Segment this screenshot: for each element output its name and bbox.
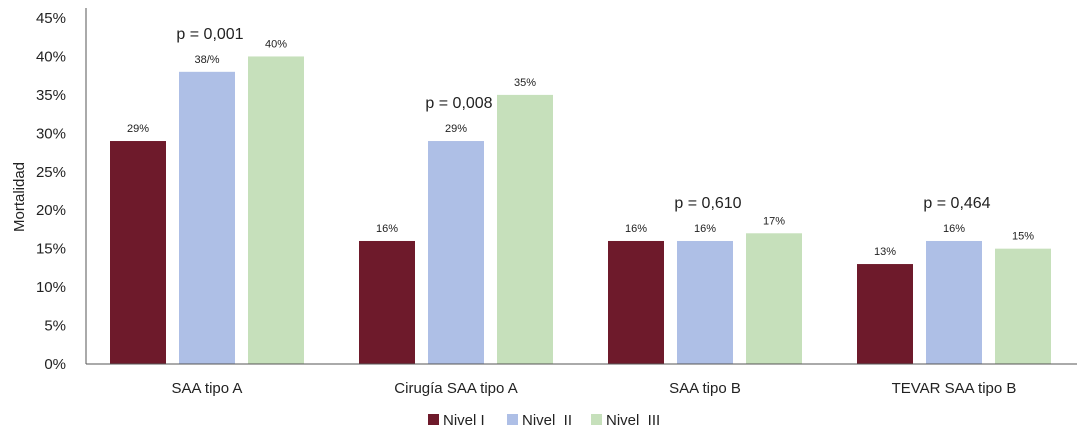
bar-2: [677, 240, 733, 364]
bar-3: [497, 94, 553, 364]
legend-label: Nivel II: [522, 412, 572, 429]
bar-2: [428, 141, 484, 364]
x-category-label: TEVAR SAA tipo B: [892, 380, 1017, 397]
data-label: 38/%: [194, 54, 219, 66]
y-tick-label: 5%: [44, 318, 66, 335]
y-tick-label: 35%: [36, 87, 66, 104]
p-value-label: p = 0,001: [176, 26, 243, 43]
bar-2: [926, 240, 982, 364]
x-category-label: SAA tipo B: [669, 380, 741, 397]
bars-group: 29% 38/% 40% p = 0,001 16% 29% 35% p = 0,008 16%…: [110, 26, 1051, 365]
legend-swatch: [428, 414, 439, 425]
p-value-label: p = 0,008: [425, 95, 492, 112]
bar-3: [746, 233, 802, 364]
y-tick-label: 0%: [44, 356, 66, 373]
legend: Nivel I Nivel II Nivel III: [428, 412, 660, 429]
legend-swatch: [591, 414, 602, 425]
y-tick-label: 20%: [36, 202, 66, 219]
data-label: 15%: [1012, 231, 1034, 243]
bar-3: [995, 248, 1051, 364]
x-axis: SAA tipo A Cirugía SAA tipo A SAA tipo B TE…: [86, 363, 1077, 397]
bar-1: [359, 240, 415, 364]
data-label: 40%: [265, 38, 287, 50]
y-tick-label: 25%: [36, 164, 66, 181]
bar-1: [608, 240, 664, 364]
data-label: 16%: [943, 223, 965, 235]
data-label: 16%: [376, 223, 398, 235]
data-label: 29%: [127, 123, 149, 135]
data-label: 17%: [763, 215, 785, 227]
bar-1: [857, 264, 913, 364]
y-tick-label: 40%: [36, 48, 66, 65]
p-value-label: p = 0,610: [674, 195, 741, 212]
legend-label: Nivel III: [606, 412, 660, 429]
p-value-label: p = 0,464: [923, 195, 990, 212]
x-category-label: Cirugía SAA tipo A: [394, 380, 517, 397]
y-tick-label: 30%: [36, 125, 66, 142]
y-axis-label: Mortalidad: [11, 162, 28, 232]
y-tick-label: 15%: [36, 241, 66, 258]
y-axis: 0% 5% 10% 15% 20% 25% 30% 35% 40% 45%: [36, 8, 87, 373]
y-tick-label: 10%: [36, 279, 66, 296]
bar-1: [110, 141, 166, 364]
bar-3: [248, 56, 304, 364]
data-label: 16%: [694, 223, 716, 235]
data-label: 29%: [445, 123, 467, 135]
bar-2: [179, 71, 235, 365]
data-label: 13%: [874, 246, 896, 258]
x-category-label: SAA tipo A: [172, 380, 243, 397]
y-tick-label: 45%: [36, 10, 66, 27]
legend-swatch: [507, 414, 518, 425]
data-label: 35%: [514, 77, 536, 89]
data-label: 16%: [625, 223, 647, 235]
legend-label: Nivel I: [443, 412, 485, 429]
